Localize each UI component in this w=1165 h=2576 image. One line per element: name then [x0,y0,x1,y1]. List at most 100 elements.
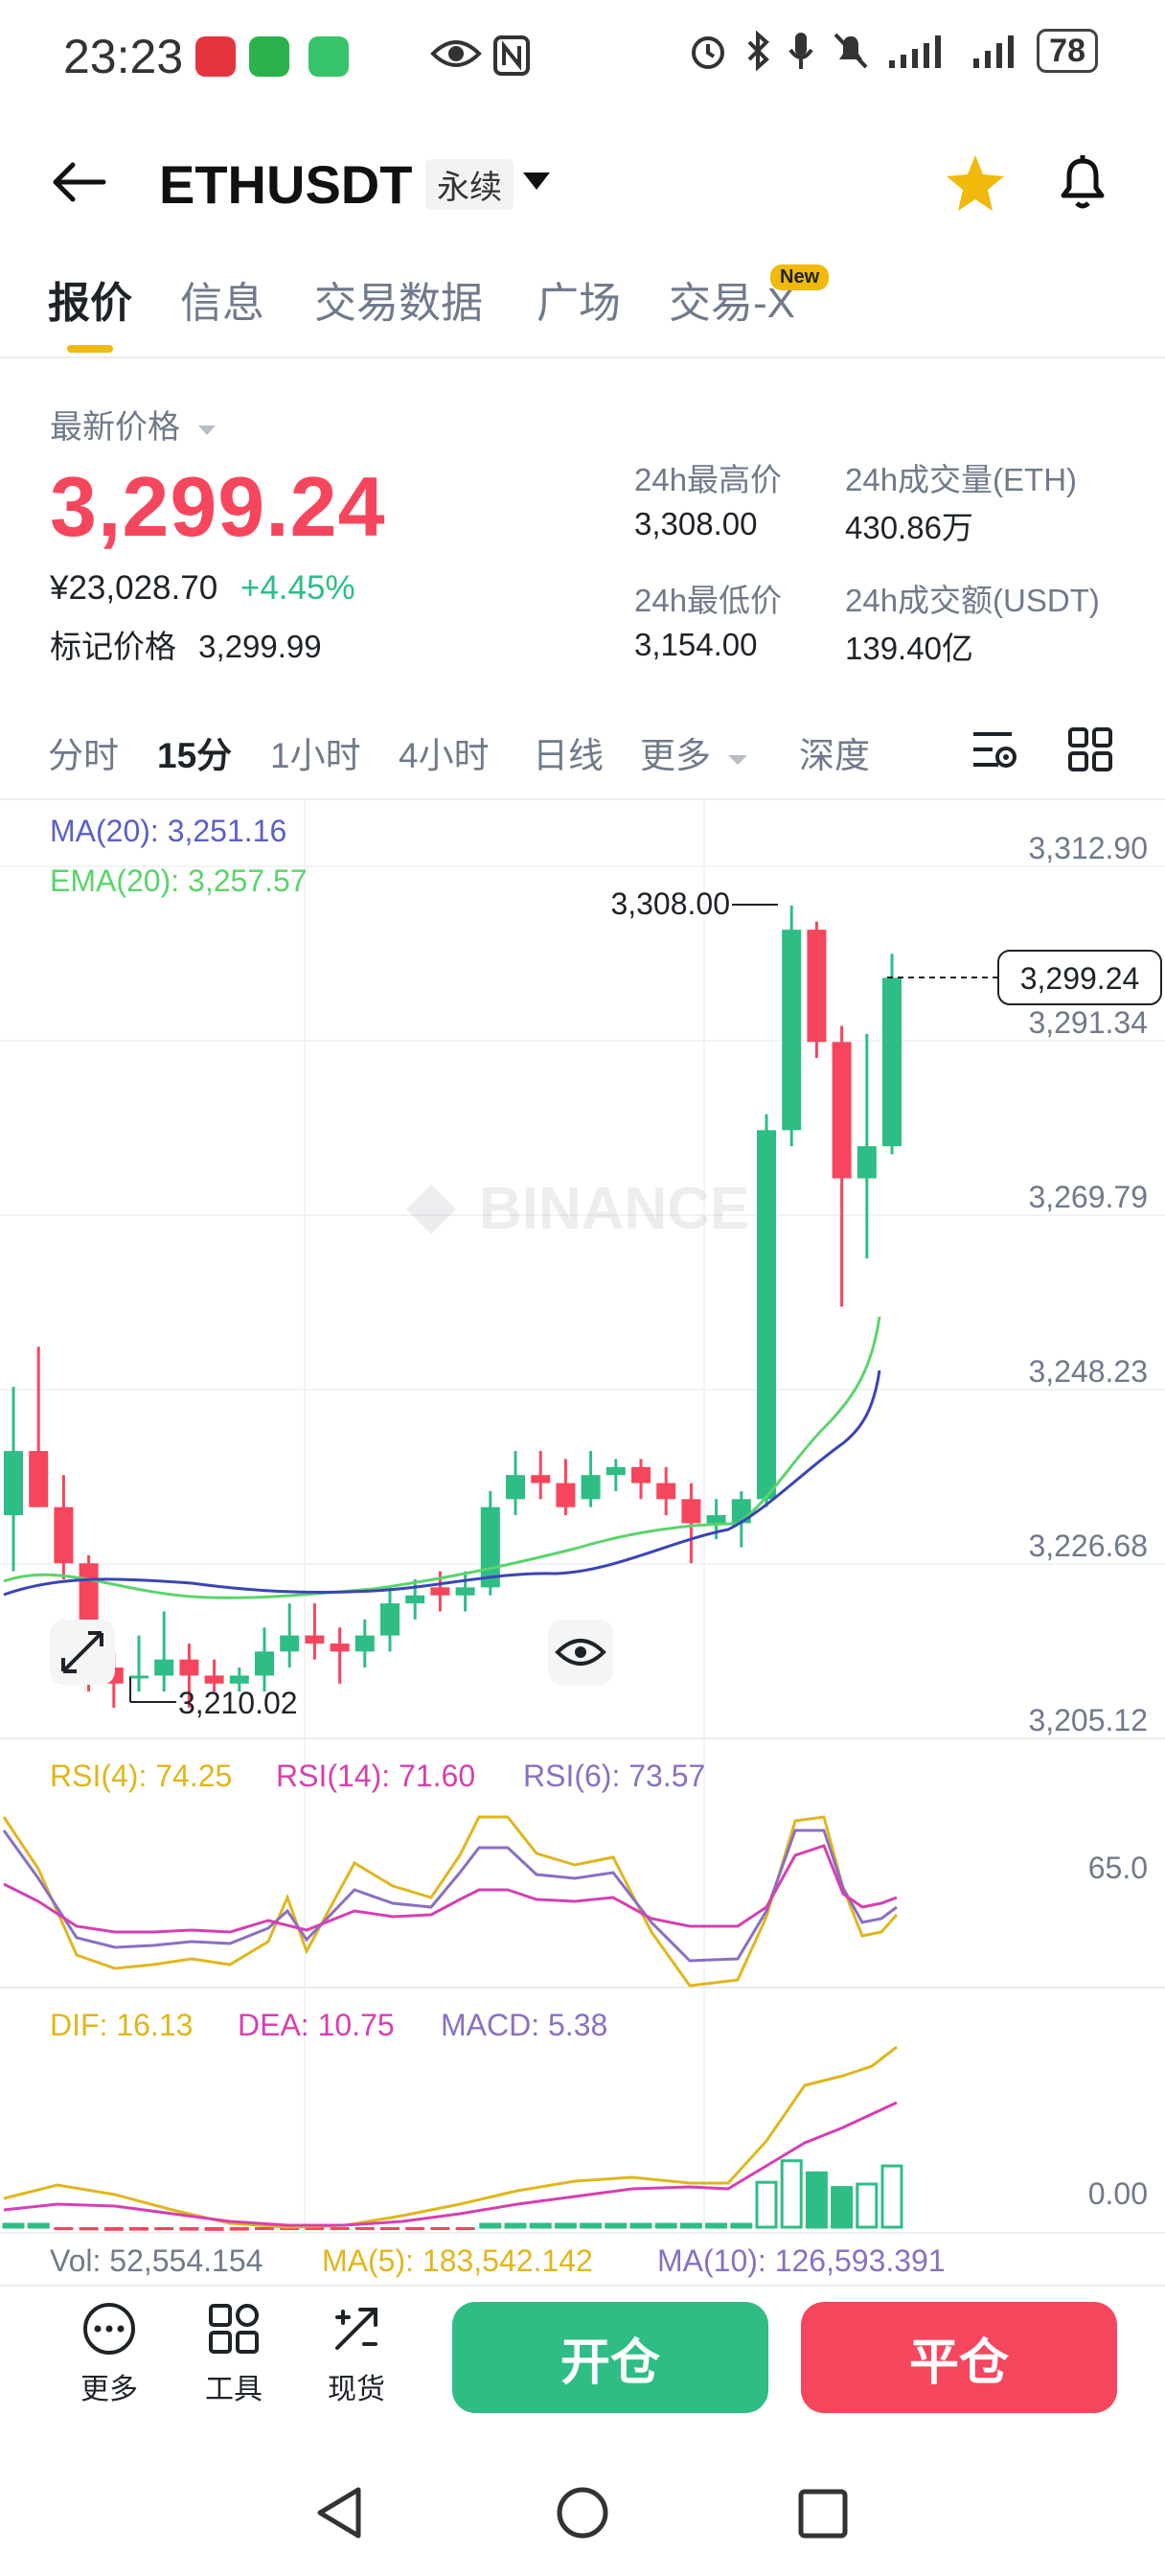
price-axis-label-3: 3,269.79 [1028,1180,1148,1214]
volume-value: 430.86万 [845,510,973,545]
interval-15m[interactable]: 15分 [157,736,233,775]
rsi6-line [2,1828,898,1963]
candle-body [280,1635,300,1652]
vol-label: Vol: 52,554.154 [50,2243,263,2278]
price-type-dropdown-icon [198,426,217,435]
macd-bar [880,2164,903,2229]
candle-body [330,1643,350,1652]
macd-bar [280,2227,300,2230]
macd-bar [354,2227,375,2230]
signal-icon-2 [973,35,1015,68]
rsi14-label: RSI(14): 71.60 [276,1759,475,1793]
symbol-title[interactable]: ETHUSDT [159,154,413,215]
nfc-icon [492,34,531,81]
macd-label: MACD: 5.38 [441,2008,607,2042]
more-tool-label: 更多 [80,2374,138,2405]
favorite-star-icon[interactable] [945,153,1006,218]
ma20-label: MA(20): 3,251.16 [50,814,286,848]
current-price-box [997,950,1162,1005]
grid-layout-icon[interactable] [1067,726,1113,777]
candle-body [807,930,827,1043]
high-value: 3,308.00 [634,506,758,541]
candle-body [531,1475,551,1484]
tab-square[interactable]: 广场 [537,280,621,327]
macd-bar [455,2227,475,2230]
interval-time[interactable]: 分时 [48,736,119,775]
interval-4h[interactable]: 4小时 [399,736,490,775]
macd-bar [605,2222,628,2229]
current-price-label: 3,299.24 [1020,961,1140,996]
dea-label: DEA: 10.75 [238,2008,395,2042]
candle-body [229,1675,249,1684]
candle-body [757,1130,776,1500]
macd-bar [805,2171,828,2229]
status-time: 23:23 [63,30,184,83]
close-position-button[interactable]: 平仓 [801,2302,1117,2413]
candle-body [656,1483,676,1500]
macd-bar [831,2186,854,2229]
candle-body [681,1499,701,1524]
back-arrow-icon[interactable] [50,161,107,208]
candle-body [605,1466,626,1476]
macd-bar [654,2222,677,2229]
price-type-selector[interactable]: 最新价格 [50,401,217,448]
macd-bar [154,2227,174,2231]
candle-body [255,1651,274,1676]
macd-bar [856,2182,879,2229]
candle-body [179,1659,199,1676]
tab-trading-data[interactable]: 交易数据 [314,280,483,327]
spot-label: 现货 [328,2374,385,2405]
bottom-bar-divider [0,2285,1165,2287]
nav-home-icon[interactable] [554,2484,611,2546]
watermark-text: BINANCE [479,1176,749,1242]
rsi6-label: RSI(6): 73.57 [523,1759,705,1793]
interval-depth[interactable]: 深度 [799,736,870,775]
turnover-value: 139.40亿 [845,631,973,666]
status-right-icons: 78 [688,29,1098,73]
nav-back-icon[interactable] [312,2484,366,2546]
macd-bar [430,2227,450,2230]
more-tool-button[interactable]: 更多 [61,2300,157,2407]
fullscreen-button[interactable] [50,1620,115,1685]
mic-icon [788,33,813,69]
alert-bell-icon[interactable] [1054,151,1111,218]
nav-recents-icon[interactable] [797,2488,849,2544]
interval-1h[interactable]: 1小时 [270,736,361,775]
mark-price-label: 标记价格 [50,629,176,664]
alarm-icon [692,36,725,69]
interval-more[interactable]: 更多 [640,726,749,778]
candle-body [29,1451,49,1507]
eye-toggle-button[interactable] [548,1620,613,1685]
tab-quote[interactable]: 报价 [48,280,132,327]
low-label: 24h最低价 [634,583,783,618]
candle-body [154,1659,174,1676]
candle-body [832,1042,852,1179]
mute-icon [834,33,868,69]
symbol-dropdown-icon[interactable] [521,171,552,196]
candle-body [556,1483,576,1507]
high-label: 24h最高价 [634,462,783,497]
price-axis-label-4: 3,248.23 [1028,1354,1148,1389]
open-position-button[interactable]: 开仓 [452,2302,768,2413]
macd-bar [755,2180,778,2229]
interval-1d[interactable]: 日线 [533,736,604,775]
macd-bar [255,2227,274,2230]
ema20-label: EMA(20): 3,257.57 [50,863,308,898]
macd-bar [2,2222,25,2229]
candle-body [506,1475,525,1500]
tab-info[interactable]: 信息 [180,280,264,327]
macd-bar [305,2227,325,2230]
high-marker-label: 3,308.00 [610,886,730,921]
vol-ma5-label: MA(5): 183,542.142 [322,2243,593,2278]
last-price: 3,299.24 [50,459,386,554]
macd-bar [529,2222,552,2229]
macd-bar [129,2227,148,2231]
kline-chart[interactable]: BINANCE 3,312.90 3,291.34 3,269.79 3,248… [0,795,1165,2281]
turnover-label: 24h成交额(USDT) [845,583,1100,618]
macd-bar [229,2227,249,2231]
spot-button[interactable]: 现货 [308,2300,404,2407]
tools-button[interactable]: 工具 [186,2300,282,2407]
tabs-divider [0,356,1165,358]
chart-settings-icon[interactable] [970,726,1019,777]
macd-bar [629,2222,652,2229]
